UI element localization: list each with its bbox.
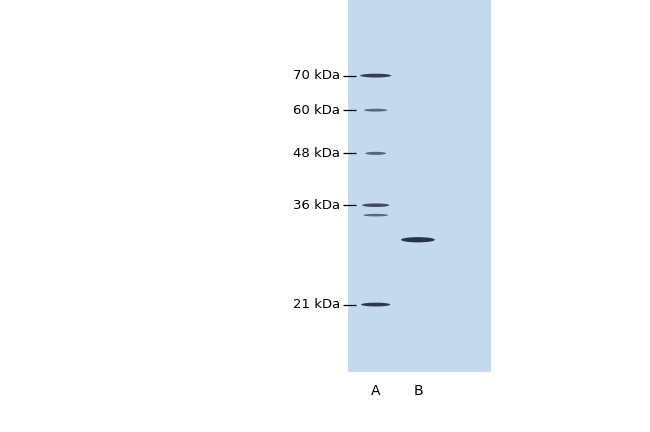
Bar: [348, 0, 491, 372]
Text: 48 kDa: 48 kDa: [293, 147, 340, 160]
Ellipse shape: [362, 203, 389, 207]
Text: 60 kDa: 60 kDa: [293, 104, 340, 117]
Ellipse shape: [363, 214, 388, 216]
Ellipse shape: [365, 152, 386, 155]
Text: B: B: [413, 384, 423, 398]
Ellipse shape: [360, 74, 391, 77]
Text: A: A: [371, 384, 380, 398]
Ellipse shape: [361, 303, 390, 306]
Ellipse shape: [401, 237, 435, 242]
Text: 36 kDa: 36 kDa: [292, 199, 340, 212]
Text: 70 kDa: 70 kDa: [292, 69, 340, 82]
Text: 21 kDa: 21 kDa: [292, 298, 340, 311]
Ellipse shape: [364, 109, 387, 111]
